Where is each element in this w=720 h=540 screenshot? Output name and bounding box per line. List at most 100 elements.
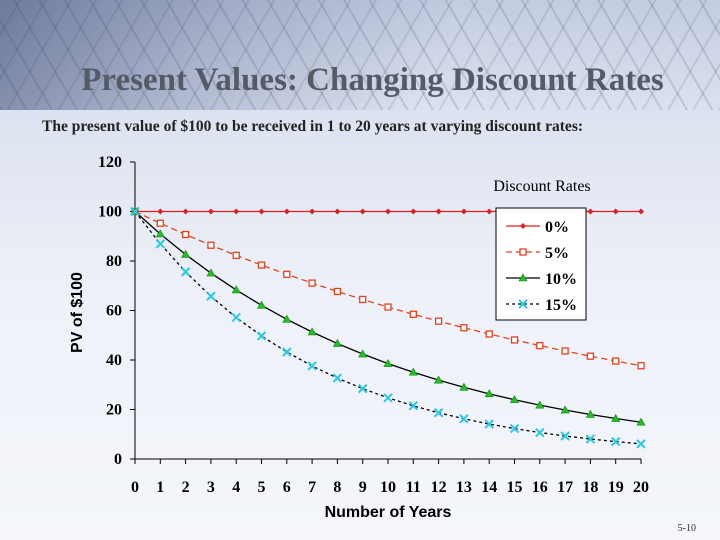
series-0-point xyxy=(233,208,240,215)
y-tick-label: 120 xyxy=(98,154,122,171)
legend-box xyxy=(495,207,587,321)
series-2-point xyxy=(434,375,444,384)
x-tick-label: 1 xyxy=(156,479,164,496)
series-1-point xyxy=(384,303,392,311)
series-3-point xyxy=(484,419,494,429)
series-0-point xyxy=(435,208,442,215)
x-tick-label: 10 xyxy=(380,479,396,496)
series-1-point xyxy=(207,241,215,249)
series-2-point xyxy=(611,413,621,422)
series-1-point xyxy=(434,317,443,325)
series-0-point xyxy=(182,208,189,215)
series-2-point xyxy=(585,409,595,418)
header-decoration xyxy=(0,0,720,110)
x-tick-label: 7 xyxy=(308,479,316,496)
series-3-point xyxy=(433,408,444,418)
y-tick-label: 20 xyxy=(106,402,122,419)
series-1-point xyxy=(561,347,569,355)
legend-marker-2 xyxy=(518,273,528,282)
series-3-point xyxy=(610,436,621,447)
y-tick-label: 60 xyxy=(106,303,122,320)
series-2-point xyxy=(206,268,216,277)
series-3-point xyxy=(282,347,292,357)
series-3-point xyxy=(408,401,419,411)
series-3-point xyxy=(180,267,191,277)
legend-label-3: 15% xyxy=(545,297,577,314)
x-tick-label: 13 xyxy=(456,479,472,496)
series-2-point xyxy=(358,349,368,358)
series-3-point xyxy=(636,439,646,449)
x-tick-label: 18 xyxy=(582,479,598,496)
x-tick-label: 4 xyxy=(232,479,240,496)
series-1-point xyxy=(637,362,645,370)
series-2-point xyxy=(256,300,267,309)
series-2-point xyxy=(560,405,570,414)
series-1-point xyxy=(333,287,342,296)
legend-title: Discount Rates xyxy=(493,178,590,195)
series-0-point xyxy=(359,208,366,215)
x-tick-label: 19 xyxy=(608,479,624,496)
legend-label-0: 0% xyxy=(545,219,569,236)
series-3-point xyxy=(585,434,596,444)
x-tick-label: 5 xyxy=(258,479,266,496)
series-1-point xyxy=(257,261,266,269)
series-1-point xyxy=(308,279,316,287)
slide-title: Present Values: Changing Discount Rates xyxy=(81,62,664,98)
series-1-point xyxy=(485,330,493,338)
series-3-point xyxy=(307,361,317,371)
legend-label-1: 5% xyxy=(545,245,569,262)
y-tick-label: 40 xyxy=(106,352,122,369)
series-0-point xyxy=(334,208,341,215)
series-0-point xyxy=(309,208,316,215)
x-tick-label: 8 xyxy=(333,479,341,496)
series-3-point xyxy=(383,393,393,403)
series-2-point xyxy=(535,400,545,409)
series-3-point xyxy=(332,373,343,383)
series-3-point xyxy=(357,383,368,394)
series-0-point xyxy=(460,208,467,215)
series-2-point xyxy=(509,395,520,404)
slide-number: 5-10 xyxy=(677,523,696,534)
series-0-point xyxy=(207,208,214,215)
series-3-point xyxy=(535,427,545,438)
series-0-point xyxy=(612,208,619,215)
series-0-point xyxy=(486,208,493,215)
x-tick-label: 9 xyxy=(359,479,367,496)
series-3-point xyxy=(231,312,241,323)
x-tick-label: 3 xyxy=(207,479,215,496)
legend-marker-1 xyxy=(519,248,527,256)
series-2-point xyxy=(636,417,646,426)
series-2-point xyxy=(282,314,292,323)
x-tick-label: 17 xyxy=(557,479,573,496)
series-1-point xyxy=(232,251,240,260)
series-0-point xyxy=(410,208,417,215)
series-1-point xyxy=(156,219,164,227)
series-2-point xyxy=(155,229,165,238)
series-3-point xyxy=(155,239,166,249)
x-tick-label: 14 xyxy=(481,479,497,496)
series-2-point xyxy=(459,382,469,391)
series-1-point xyxy=(460,324,468,332)
y-axis-label: PV of $100 xyxy=(69,272,86,353)
x-tick-label: 0 xyxy=(131,479,139,496)
series-3-point xyxy=(206,291,216,301)
series-1-point xyxy=(283,270,291,278)
legend-marker-3 xyxy=(518,299,528,309)
series-0-point xyxy=(385,208,391,215)
x-tick-label: 6 xyxy=(283,479,291,496)
legend-label-2: 10% xyxy=(545,271,577,288)
series-2-point xyxy=(332,338,342,347)
series-3-point xyxy=(560,431,570,441)
series-0-point xyxy=(157,208,164,215)
slide-subtitle: The present value of $100 to be received… xyxy=(42,118,584,135)
series-0-point xyxy=(283,208,290,215)
series-3-point xyxy=(256,331,267,341)
series-1-point xyxy=(510,336,519,344)
series-1-point xyxy=(536,341,544,350)
series-1-point xyxy=(612,357,620,365)
series-0-point xyxy=(587,208,594,215)
x-tick-label: 20 xyxy=(633,479,649,496)
x-axis-label: Number of Years xyxy=(325,504,452,521)
series-2-point xyxy=(181,249,191,258)
